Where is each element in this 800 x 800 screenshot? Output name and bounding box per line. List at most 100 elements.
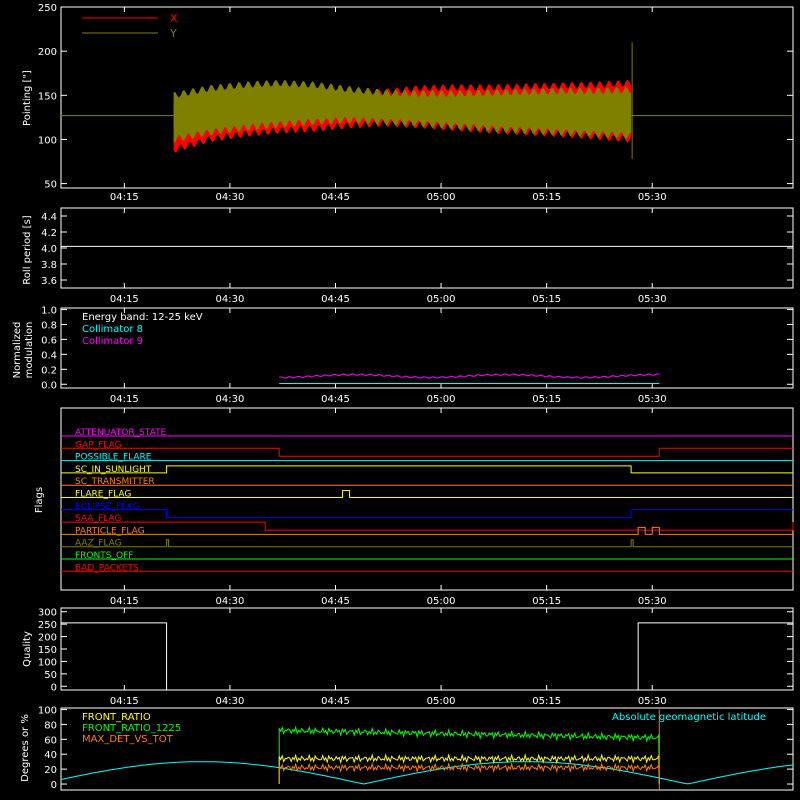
flags-plot-area: ATTENUATOR_STATE GAP_FLAG POSSIBLE_FLARE SC… [61, 428, 794, 573]
y-tick-label: 0 [51, 682, 57, 693]
pointing-y-label: Pointing ["] [22, 70, 33, 126]
y-tick-label: 1.0 [41, 305, 57, 316]
x-tick-label: 04:45 [321, 294, 350, 305]
y-tick-label: 80 [44, 720, 57, 731]
modulation-plot-area [279, 373, 660, 384]
y-tick-label: 4.0 [41, 244, 57, 255]
y-tick-label: 50 [44, 180, 57, 191]
y-tick-label: 40 [44, 750, 57, 761]
quality-segment [637, 622, 793, 690]
y-tick-label: 200 [38, 47, 57, 58]
energy-band-label: Energy band: 12-25 keV [82, 312, 203, 323]
x-tick-label: 05:30 [638, 696, 667, 707]
x-tick-label: 05:15 [532, 394, 561, 405]
flag-label-particle-flag: PARTICLE_FLAG [75, 526, 145, 536]
flags-panel: 04:15 04:30 04:45 05:00 05:15 05:30 Flags ATT… [34, 407, 794, 607]
x-tick-label: 05:30 [638, 596, 667, 607]
x-tick-label: 04:45 [321, 596, 350, 607]
x-tick-label: 04:15 [110, 294, 139, 305]
flag-line-flare-flag [61, 490, 793, 498]
front-ratio-label: FRONT_RATIO [82, 712, 151, 723]
y-tick-label: 100 [38, 657, 57, 668]
ratio-series-max-det-vs-tot [278, 762, 660, 785]
x-tick-label: 05:30 [638, 192, 667, 203]
y-tick-label: 150 [38, 91, 57, 102]
x-tick-label: 04:15 [110, 596, 139, 607]
x-tick-label: 05:00 [427, 596, 456, 607]
flag-line-gap-flag [61, 447, 793, 457]
y-tick-label: 100 [38, 705, 57, 716]
flag-label-possible-flare: POSSIBLE_FLARE [75, 453, 152, 463]
y-tick-label: 0.8 [41, 320, 57, 331]
legend-x-label: X [170, 12, 178, 25]
pointing-series-y [173, 79, 632, 143]
flag-label-sc-in-sunlight: SC_IN_SUNLIGHT [75, 465, 152, 475]
x-tick-label: 04:30 [216, 192, 245, 203]
ratios-plot-area [60, 709, 794, 790]
ratios-frame [60, 707, 794, 791]
roll-x-ticks: 04:15 04:30 04:45 05:00 05:15 05:30 [110, 208, 667, 305]
x-tick-label: 04:15 [110, 696, 139, 707]
y-tick-label: 100 [38, 135, 57, 146]
y-tick-label: 200 [38, 633, 57, 644]
x-tick-label: 05:15 [532, 192, 561, 203]
front-ratio-1225-label: FRONT_RATIO_1225 [82, 723, 181, 734]
legend-y-label: Y [169, 27, 177, 40]
modulation-y-label-2: modulation [24, 322, 35, 379]
pointing-x-ticks: 04:15 04:30 04:45 05:00 05:15 05:30 [110, 7, 667, 203]
x-tick-label: 05:30 [638, 294, 667, 305]
collimator-8-label: Collimator 8 [82, 324, 143, 335]
y-tick-label: 250 [38, 3, 57, 14]
x-tick-label: 05:15 [532, 294, 561, 305]
x-tick-label: 05:00 [427, 696, 456, 707]
flag-label-attenuator-state: ATTENUATOR_STATE [75, 428, 167, 438]
flag-label-flare-flag: FLARE_FLAG [75, 490, 131, 500]
flag-label-aaz-flag: AAZ_FLAG [75, 539, 122, 549]
quality-segment [61, 622, 168, 690]
ratios-y-ticks: 0 20 40 60 80 100 [38, 705, 793, 791]
x-tick-label: 05:00 [427, 294, 456, 305]
flag-label-gap-flag: GAP_FLAG [75, 440, 121, 450]
flag-label-bad-packets: BAD_PACKETS [75, 563, 139, 573]
quality-y-label: Quality [22, 631, 33, 667]
flag-label-saa-flag: SAA_FLAG [75, 514, 121, 524]
collimator-9-label: Collimator 9 [82, 336, 143, 347]
flag-label-fronts-off: FRONTS_OFF [75, 551, 133, 561]
y-tick-label: 4.4 [41, 212, 57, 223]
quality-plot-area [61, 622, 793, 690]
flag-label-sc-transmitter: SC_TRANSMITTER [75, 477, 155, 487]
modulation-panel: 0.0 0.2 0.4 0.6 0.8 1.0 04:15 04:30 04:45 05:00 0… [12, 305, 794, 405]
roll-y-ticks: 3.6 3.8 4.0 4.2 4.4 [41, 212, 793, 287]
flags-frame [60, 407, 794, 591]
x-tick-label: 04:45 [321, 394, 350, 405]
y-tick-label: 50 [44, 670, 57, 681]
x-tick-label: 05:15 [532, 596, 561, 607]
flag-line-sc-in-sunlight [61, 465, 793, 474]
x-tick-label: 04:30 [216, 696, 245, 707]
flags-x-ticks: 04:15 04:30 04:45 05:00 05:15 05:30 [110, 408, 667, 607]
x-tick-label: 05:15 [532, 696, 561, 707]
x-tick-label: 04:30 [216, 394, 245, 405]
flag-line-saa-flag [61, 521, 794, 531]
x-tick-label: 04:15 [110, 394, 139, 405]
modulation-y-label-1: Normalized [12, 322, 23, 379]
flag-line-eclipse-flag [61, 509, 793, 519]
x-tick-label: 04:15 [110, 192, 139, 203]
ratio-series-front-ratio-1225 [278, 725, 660, 785]
y-tick-label: 20 [44, 765, 57, 776]
x-tick-label: 04:30 [216, 596, 245, 607]
pointing-plot-area [61, 42, 793, 159]
y-tick-label: 4.2 [41, 228, 57, 239]
ratio-series-front-ratio [278, 753, 660, 785]
y-tick-label: 0.4 [41, 350, 57, 361]
y-tick-label: 60 [44, 735, 57, 746]
quality-x-ticks: 04:15 04:30 04:45 05:00 05:15 05:30 [110, 608, 667, 707]
x-tick-label: 05:00 [427, 394, 456, 405]
geomagnetic-latitude-line [60, 761, 794, 785]
flag-line-aaz-flag [61, 539, 793, 548]
flag-line-particle-flag [61, 526, 793, 535]
